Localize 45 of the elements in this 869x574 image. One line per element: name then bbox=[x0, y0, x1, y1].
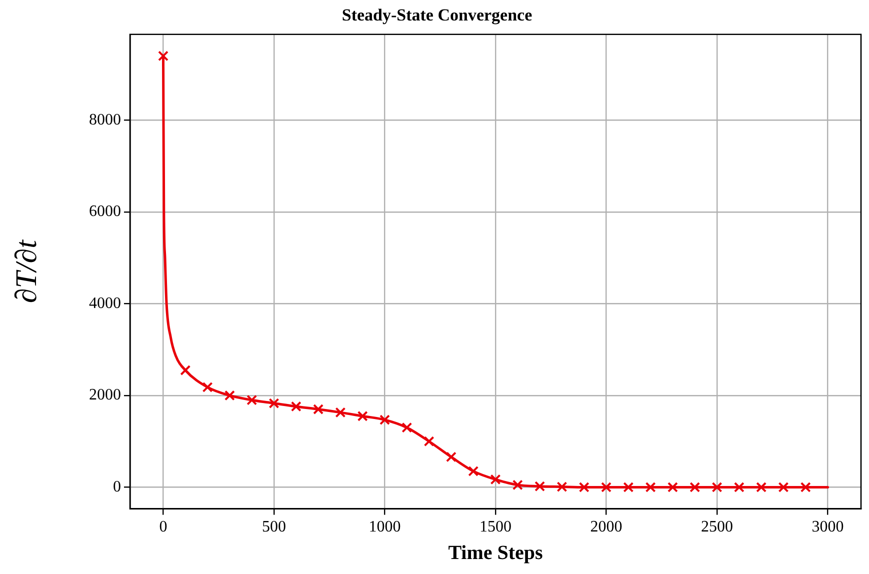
x-tick-label: 3000 bbox=[812, 518, 844, 536]
x-tick-label: 500 bbox=[262, 518, 286, 536]
y-tick-label: 6000 bbox=[89, 203, 121, 220]
x-tick-label: 0 bbox=[159, 518, 168, 536]
point bbox=[712, 482, 722, 492]
point bbox=[578, 482, 590, 492]
point bbox=[490, 474, 501, 485]
point bbox=[224, 390, 235, 401]
point bbox=[512, 480, 523, 490]
point bbox=[180, 365, 191, 376]
point bbox=[290, 401, 302, 412]
y-tick-label: 2000 bbox=[89, 386, 121, 404]
point bbox=[357, 410, 368, 422]
x-tick-label: 2000 bbox=[590, 518, 622, 536]
point bbox=[534, 481, 546, 492]
point bbox=[756, 482, 767, 492]
point bbox=[402, 422, 412, 433]
chart-title: Steady-State Convergence bbox=[342, 6, 533, 25]
point bbox=[380, 414, 390, 426]
point bbox=[202, 382, 213, 392]
point bbox=[667, 482, 678, 492]
point bbox=[800, 482, 811, 492]
point bbox=[446, 452, 456, 462]
point bbox=[734, 482, 744, 492]
y-axis-title: ∂T/∂t bbox=[10, 239, 43, 304]
point bbox=[424, 436, 434, 447]
point bbox=[645, 482, 656, 492]
point bbox=[246, 394, 258, 406]
point bbox=[158, 50, 168, 62]
y-tick-label: 8000 bbox=[89, 111, 121, 128]
point bbox=[468, 466, 479, 476]
x-tick-label: 1000 bbox=[368, 518, 401, 536]
point bbox=[268, 398, 280, 409]
point bbox=[601, 482, 612, 492]
point bbox=[690, 482, 700, 492]
point bbox=[778, 482, 789, 492]
point bbox=[335, 407, 346, 418]
y-tick-label: 4000 bbox=[89, 294, 121, 312]
y-tick-label: 0 bbox=[113, 478, 121, 496]
point bbox=[313, 404, 324, 414]
point bbox=[623, 482, 634, 492]
x-axis-title: Time Steps bbox=[448, 542, 544, 564]
x-tick-label: 1500 bbox=[480, 518, 512, 536]
point bbox=[556, 482, 568, 492]
x-tick-label: 2500 bbox=[701, 518, 734, 536]
